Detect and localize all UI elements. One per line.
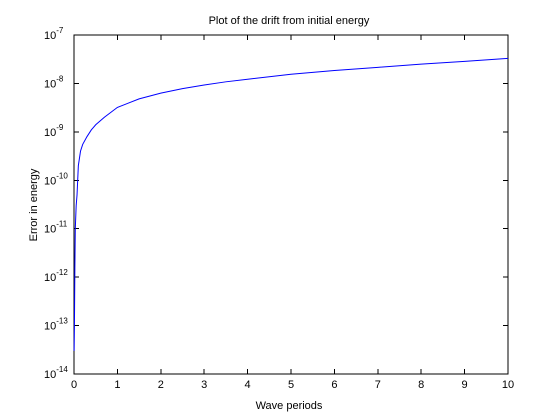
axes-box xyxy=(73,34,509,375)
y-tick-label: 10-14 xyxy=(44,365,68,381)
plot-area: 0 1 2 3 4 5 6 7 8 9 10 10-14 10-13 10-12 10-11 10-10 10-… xyxy=(44,26,514,391)
x-tick-label: 3 xyxy=(201,379,207,391)
x-tick-label: 10 xyxy=(502,379,514,391)
y-tick-label: 10-13 xyxy=(44,317,68,333)
x-tick-label: 1 xyxy=(114,379,120,391)
y-tick-label: 10-10 xyxy=(44,171,68,187)
x-axis-label: Wave periods xyxy=(256,400,323,412)
y-tick-label: 10-12 xyxy=(44,268,68,284)
y-tick-label: 10-11 xyxy=(44,220,68,236)
x-tick-label: 5 xyxy=(288,379,294,391)
x-tick-label: 8 xyxy=(418,379,424,391)
chart-title: Plot of the drift from initial energy xyxy=(209,15,370,27)
series-line xyxy=(73,57,509,351)
x-tick-label: 6 xyxy=(331,379,337,391)
y-tick-label: 10-7 xyxy=(44,26,64,42)
x-tick-label: 4 xyxy=(245,379,251,391)
y-tick-label: 10-8 xyxy=(44,74,64,90)
y-axis-label: Error in energy xyxy=(28,168,40,241)
x-tick-label: 9 xyxy=(462,379,468,391)
x-tick-label: 7 xyxy=(375,379,381,391)
y-tick-label: 10-9 xyxy=(44,123,64,139)
x-tick-label: 0 xyxy=(71,379,77,391)
x-tick-label: 2 xyxy=(158,379,164,391)
